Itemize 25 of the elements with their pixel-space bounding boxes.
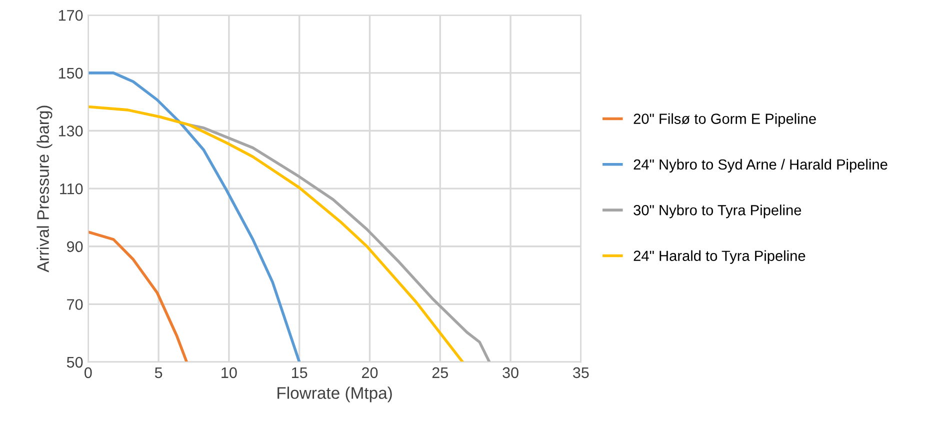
y-tick-label: 150 [58, 68, 83, 79]
x-tick-label: 10 [222, 367, 237, 378]
x-tick-label: 30 [502, 367, 518, 378]
y-tick-label: 70 [67, 299, 83, 310]
x-tick-label: 15 [292, 367, 308, 378]
x-tick-label: 25 [432, 367, 448, 378]
x-tick-label: 20 [362, 367, 378, 378]
x-tick-label: 5 [154, 367, 162, 378]
y-tick-label: 90 [67, 241, 83, 252]
legend-label: 24" Harald to Tyra Pipeline [634, 250, 806, 264]
legend-label: 20" Filsø to Gorm E Pipeline [634, 113, 816, 127]
y-tick-label: 170 [58, 10, 83, 21]
line-series [88, 105, 464, 362]
x-axis-title: Flowrate (Mtpa) [278, 386, 392, 402]
line-series [88, 230, 188, 362]
y-tick-label: 50 [66, 356, 83, 368]
legend-label: 30" Nybro to Tyra Pipeline [634, 204, 802, 218]
x-tick-label: 0 [84, 367, 92, 378]
x-tick-label: 35 [573, 367, 589, 378]
line-series [188, 124, 491, 362]
y-axis-title: Arrival Pressure (barg) [36, 106, 52, 272]
y-tick-label: 130 [58, 126, 83, 136]
y-tick-label: 110 [60, 183, 83, 194]
line-series [88, 72, 301, 362]
legend-label: 24" Nybro to Syd Arne / Harald Pipeline [634, 158, 888, 173]
